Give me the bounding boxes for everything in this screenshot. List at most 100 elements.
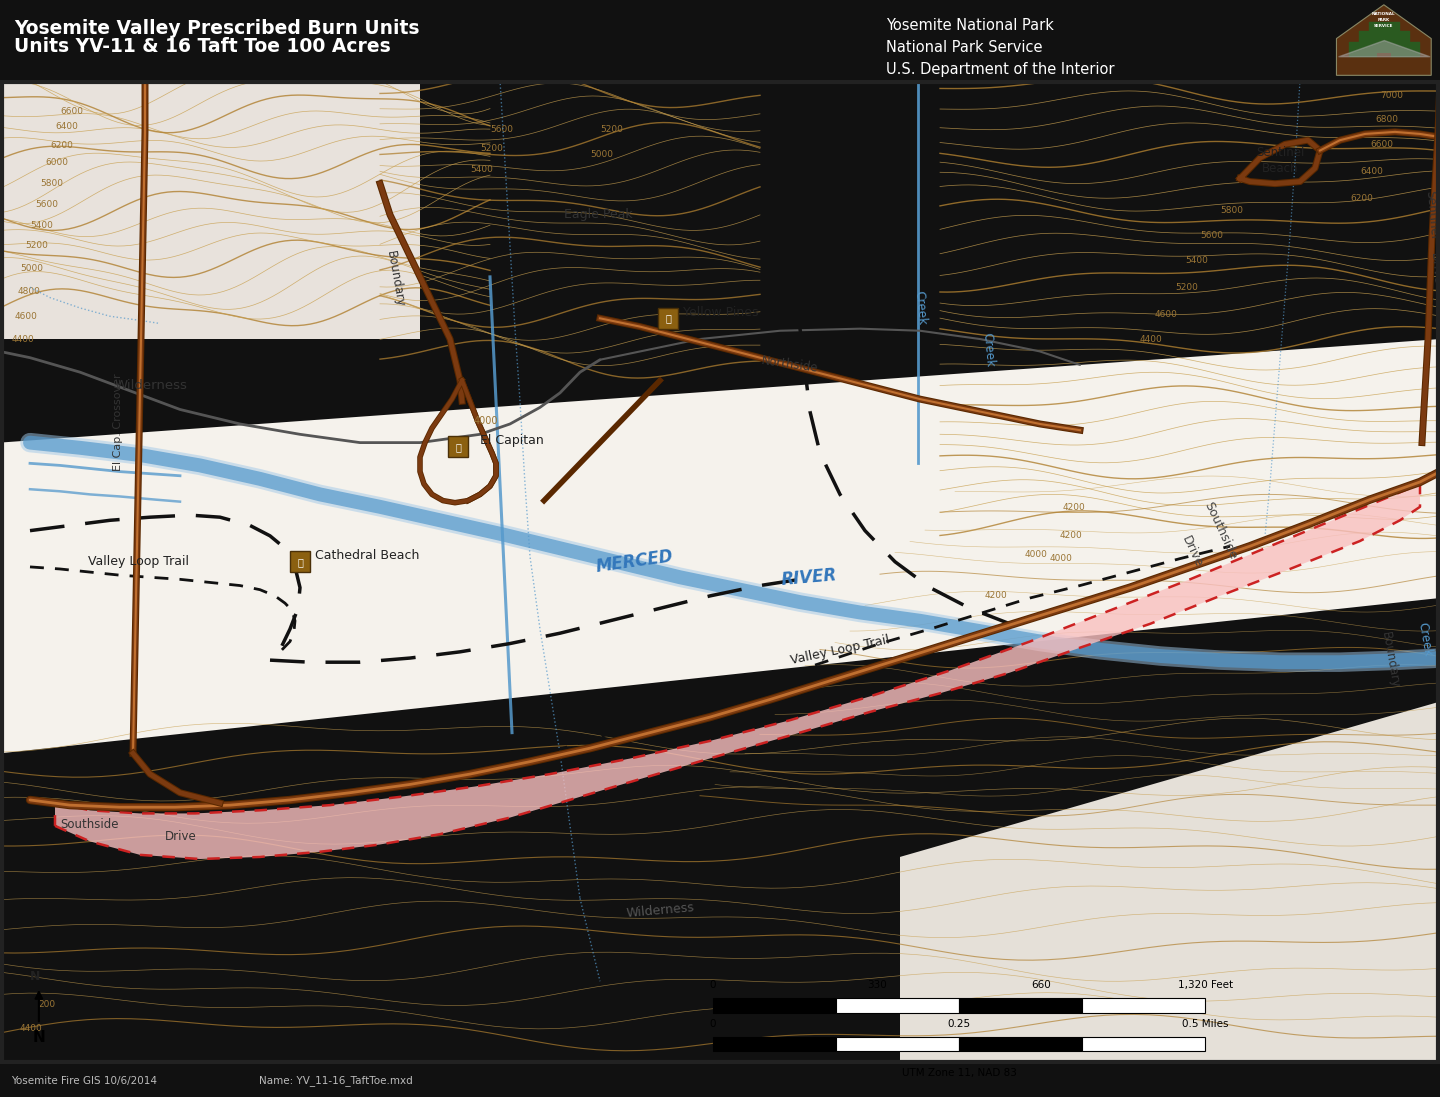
Text: 5800: 5800	[1220, 206, 1243, 215]
Text: 4000: 4000	[1025, 550, 1048, 558]
Text: National Park Service: National Park Service	[886, 41, 1043, 55]
Text: Drive: Drive	[1179, 533, 1205, 569]
Text: Creek: Creek	[1416, 621, 1434, 657]
Text: Northside: Northside	[760, 354, 819, 375]
Text: Yellow Pines: Yellow Pines	[683, 306, 759, 318]
Text: 4600: 4600	[14, 312, 37, 320]
Text: Sentinel
Beach: Sentinel Beach	[1256, 146, 1305, 176]
Polygon shape	[0, 339, 1440, 754]
Text: Yosemite Valley Prescribed Burn Units: Yosemite Valley Prescribed Burn Units	[14, 20, 420, 38]
Text: 5000: 5000	[590, 150, 613, 159]
Polygon shape	[1336, 4, 1431, 76]
Bar	[959, 1037, 1083, 1051]
Bar	[1083, 998, 1205, 1013]
Text: PARK: PARK	[1378, 18, 1390, 22]
Text: MERCED: MERCED	[595, 547, 675, 576]
Text: 6200: 6200	[1351, 194, 1372, 203]
Text: UTM Zone 11, NAD 83: UTM Zone 11, NAD 83	[901, 1067, 1017, 1078]
Text: 5600: 5600	[490, 125, 513, 134]
Text: Yosemite National Park: Yosemite National Park	[886, 18, 1054, 33]
Text: 4800: 4800	[17, 287, 40, 296]
Text: 6800: 6800	[1375, 115, 1398, 124]
Text: 5600: 5600	[1200, 231, 1223, 240]
Bar	[835, 998, 959, 1013]
Text: 4200: 4200	[985, 591, 1008, 600]
Text: Sentinel: Sentinel	[1423, 190, 1440, 239]
Text: 4400: 4400	[12, 335, 35, 343]
Bar	[448, 437, 468, 457]
Polygon shape	[900, 702, 1440, 1064]
Text: 6400: 6400	[1359, 167, 1382, 176]
Text: 5000: 5000	[20, 264, 43, 273]
Text: 0.5 Miles: 0.5 Miles	[1182, 1019, 1228, 1029]
Text: ⛺: ⛺	[297, 557, 302, 567]
Text: Valley Loop Trail: Valley Loop Trail	[88, 555, 189, 568]
Text: 1,320 Feet: 1,320 Feet	[1178, 981, 1233, 991]
Text: Drive: Drive	[166, 830, 197, 842]
Text: Southside: Southside	[1201, 500, 1238, 562]
Text: Eagle Peak: Eagle Peak	[563, 208, 632, 222]
Text: 4400: 4400	[1140, 335, 1162, 343]
Text: 6200: 6200	[50, 140, 73, 150]
Text: 4200: 4200	[1060, 531, 1083, 541]
Text: 200: 200	[37, 1000, 55, 1009]
Bar	[1083, 1037, 1205, 1051]
Bar	[959, 998, 1083, 1013]
Text: Cathedral Beach: Cathedral Beach	[315, 548, 419, 562]
Bar	[713, 998, 835, 1013]
Text: 4000: 4000	[474, 416, 498, 426]
Text: 5200: 5200	[1175, 283, 1198, 292]
Text: Units YV-11 & 16 Taft Toe 100 Acres: Units YV-11 & 16 Taft Toe 100 Acres	[14, 37, 392, 56]
Text: 5800: 5800	[40, 179, 63, 189]
Bar	[835, 1037, 959, 1051]
Text: 4000: 4000	[1050, 554, 1073, 563]
Text: Southside: Southside	[60, 817, 118, 830]
Text: Valley Loop Trail: Valley Loop Trail	[789, 633, 891, 667]
Text: N: N	[30, 971, 40, 983]
Text: Name: YV_11-16_TaftToe.mxd: Name: YV_11-16_TaftToe.mxd	[259, 1075, 413, 1086]
Text: 5200: 5200	[24, 241, 48, 250]
Text: NATIONAL: NATIONAL	[1372, 12, 1395, 16]
Text: Boundary: Boundary	[1378, 631, 1401, 689]
Bar	[658, 308, 678, 329]
Text: 0: 0	[710, 981, 716, 991]
Bar	[713, 1037, 835, 1051]
Text: 6400: 6400	[55, 122, 78, 132]
Text: 0: 0	[710, 1019, 716, 1029]
Bar	[1377, 53, 1391, 66]
Text: El Cap. Crossover: El Cap. Crossover	[112, 373, 122, 471]
Text: 4600: 4600	[1155, 309, 1178, 318]
Polygon shape	[0, 80, 420, 339]
Polygon shape	[55, 484, 1420, 859]
Text: RIVER: RIVER	[780, 566, 837, 589]
Text: 4200: 4200	[1063, 502, 1086, 512]
Text: Creek: Creek	[981, 331, 996, 367]
Bar	[289, 552, 310, 572]
Text: 660: 660	[1031, 981, 1051, 991]
Text: Wilderness: Wilderness	[115, 380, 187, 392]
Text: 5400: 5400	[30, 220, 53, 229]
Text: Boundary: Boundary	[383, 250, 406, 308]
Text: 6000: 6000	[45, 158, 68, 168]
Text: 6600: 6600	[60, 106, 84, 115]
Text: 330: 330	[867, 981, 887, 991]
Text: Wilderness: Wilderness	[625, 902, 694, 920]
Text: ⛺: ⛺	[455, 442, 461, 452]
Text: Creek: Creek	[912, 291, 927, 326]
Text: 5600: 5600	[35, 200, 58, 208]
Text: 6600: 6600	[1369, 139, 1392, 149]
Text: ⛺: ⛺	[665, 314, 671, 324]
Text: 5400: 5400	[1185, 256, 1208, 264]
Text: SERVICE: SERVICE	[1374, 24, 1394, 27]
Text: 7000: 7000	[1380, 91, 1403, 100]
Text: El Capitan: El Capitan	[480, 434, 544, 448]
Text: 0.25: 0.25	[948, 1019, 971, 1029]
Text: 5200: 5200	[480, 144, 503, 152]
Text: 5400: 5400	[469, 165, 492, 173]
Text: N: N	[33, 1030, 45, 1044]
Text: 4400: 4400	[20, 1024, 43, 1033]
Text: Drive: Drive	[1428, 252, 1440, 285]
Text: Yosemite Fire GIS 10/6/2014: Yosemite Fire GIS 10/6/2014	[12, 1075, 157, 1086]
Text: 5200: 5200	[600, 125, 624, 134]
Text: U.S. Department of the Interior: U.S. Department of the Interior	[886, 63, 1115, 78]
